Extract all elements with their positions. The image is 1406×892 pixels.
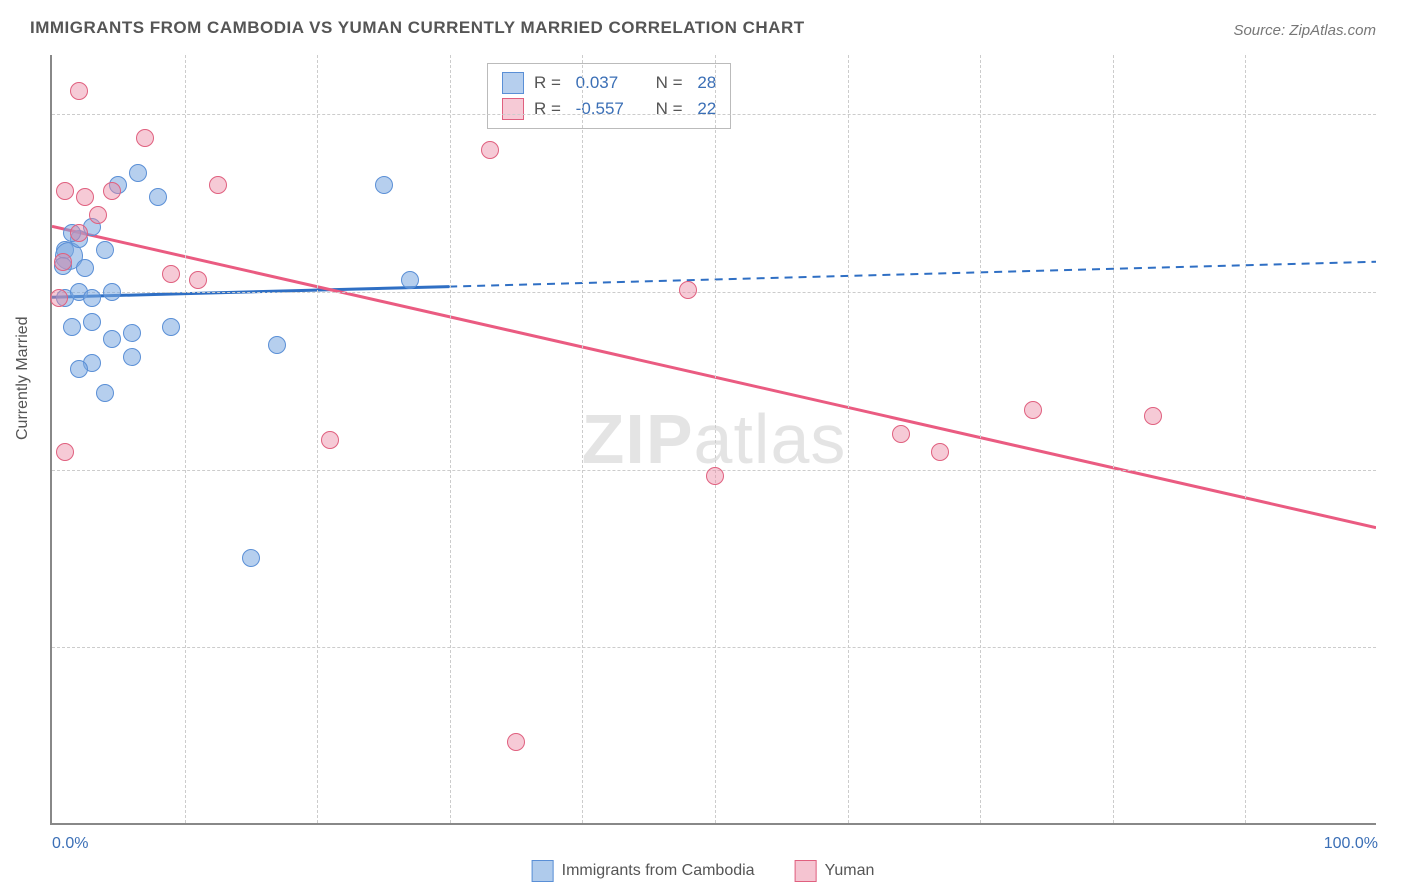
y-tick-label: 30.0% xyxy=(1392,461,1406,479)
data-point xyxy=(507,733,525,751)
data-point xyxy=(679,281,697,299)
stat-r-label: R = xyxy=(534,73,566,93)
legend-swatch xyxy=(502,98,524,120)
data-point xyxy=(54,253,72,271)
stats-row: R = 0.037 N = 28 xyxy=(502,70,716,96)
source-label: Source: ZipAtlas.com xyxy=(1233,22,1376,39)
stat-n-value: 22 xyxy=(697,99,716,119)
legend-item: Immigrants from Cambodia xyxy=(532,860,755,882)
grid-line-v xyxy=(848,55,849,823)
data-point xyxy=(56,443,74,461)
grid-line-v xyxy=(1113,55,1114,823)
stat-n-value: 28 xyxy=(697,73,716,93)
stat-n-label: N = xyxy=(656,73,688,93)
grid-line-h xyxy=(52,647,1376,648)
data-point xyxy=(123,324,141,342)
y-tick-label: 15.0% xyxy=(1392,638,1406,656)
data-point xyxy=(401,271,419,289)
data-point xyxy=(1024,401,1042,419)
data-point xyxy=(162,265,180,283)
legend-swatch xyxy=(532,860,554,882)
grid-line-v xyxy=(980,55,981,823)
stat-r-label: R = xyxy=(534,99,566,119)
data-point xyxy=(123,348,141,366)
data-point xyxy=(481,141,499,159)
legend-swatch xyxy=(795,860,817,882)
chart-title: IMMIGRANTS FROM CAMBODIA VS YUMAN CURREN… xyxy=(30,18,805,38)
data-point xyxy=(83,313,101,331)
data-point xyxy=(892,425,910,443)
grid-line-v xyxy=(317,55,318,823)
grid-line-v xyxy=(450,55,451,823)
data-point xyxy=(103,283,121,301)
y-tick-label: 60.0% xyxy=(1392,105,1406,123)
trend-lines-svg xyxy=(52,55,1376,823)
data-point xyxy=(189,271,207,289)
legend-label: Yuman xyxy=(825,862,875,880)
data-point xyxy=(162,318,180,336)
x-tick-label: 100.0% xyxy=(1324,835,1378,853)
correlation-stats-box: R = 0.037 N = 28 R = -0.557 N = 22 xyxy=(487,63,731,129)
legend-swatch xyxy=(502,72,524,94)
grid-line-v xyxy=(582,55,583,823)
data-point xyxy=(149,188,167,206)
y-axis-label: Currently Married xyxy=(14,316,32,440)
grid-line-v xyxy=(185,55,186,823)
data-point xyxy=(1144,407,1162,425)
data-point xyxy=(242,549,260,567)
data-point xyxy=(96,384,114,402)
grid-line-v xyxy=(715,55,716,823)
stat-n-label: N = xyxy=(656,99,688,119)
data-point xyxy=(136,129,154,147)
data-point xyxy=(83,289,101,307)
data-point xyxy=(63,318,81,336)
bottom-legend: Immigrants from Cambodia Yuman xyxy=(532,860,875,882)
data-point xyxy=(209,176,227,194)
grid-line-h xyxy=(52,114,1376,115)
data-point xyxy=(89,206,107,224)
data-point xyxy=(76,188,94,206)
grid-line-v xyxy=(1245,55,1246,823)
trend-line-dashed xyxy=(449,262,1376,287)
data-point xyxy=(70,224,88,242)
data-point xyxy=(50,289,68,307)
data-point xyxy=(76,259,94,277)
data-point xyxy=(103,330,121,348)
data-point xyxy=(103,182,121,200)
x-tick-label: 0.0% xyxy=(52,835,88,853)
data-point xyxy=(375,176,393,194)
data-point xyxy=(70,360,88,378)
scatter-plot-area: ZIPatlas R = 0.037N = 28R = -0.557N = 22… xyxy=(50,55,1376,825)
grid-line-h xyxy=(52,292,1376,293)
data-point xyxy=(268,336,286,354)
data-point xyxy=(129,164,147,182)
data-point xyxy=(706,467,724,485)
data-point xyxy=(321,431,339,449)
stats-row: R = -0.557 N = 22 xyxy=(502,96,716,122)
legend-item: Yuman xyxy=(795,860,875,882)
stat-r-value: 0.037 xyxy=(576,73,646,93)
legend-label: Immigrants from Cambodia xyxy=(562,862,755,880)
stat-r-value: -0.557 xyxy=(576,99,646,119)
y-tick-label: 45.0% xyxy=(1392,283,1406,301)
data-point xyxy=(931,443,949,461)
data-point xyxy=(70,82,88,100)
data-point xyxy=(96,241,114,259)
data-point xyxy=(56,182,74,200)
